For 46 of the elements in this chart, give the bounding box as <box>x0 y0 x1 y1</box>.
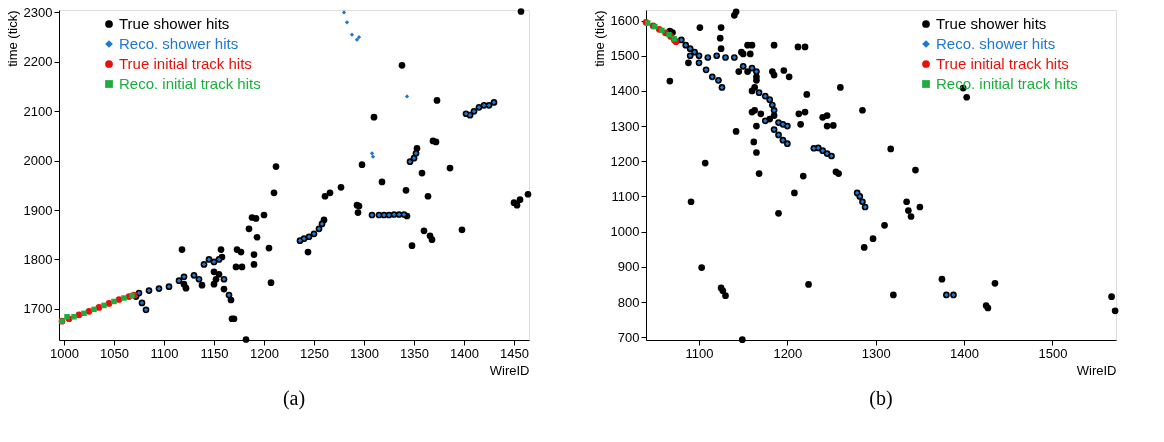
x-axis-title: WireID <box>1076 362 1117 378</box>
y-tick-label: 1800 <box>23 251 53 267</box>
y-axis-title: time (tick) <box>591 10 607 67</box>
y-tick-label: 1200 <box>610 153 640 169</box>
y-tick-label: 1500 <box>610 48 640 64</box>
x-tick-label: 1500 <box>1038 345 1068 361</box>
x-tick-label: 1100 <box>685 345 714 361</box>
x-tick-label: 1200 <box>250 345 279 361</box>
legend-label: True shower hits <box>936 15 1047 32</box>
y-tick-label: 2000 <box>23 153 53 169</box>
legend-label: Reco. initial track hits <box>119 75 261 92</box>
y-tick-label: 900 <box>617 259 640 275</box>
legend-label: True initial track hits <box>119 55 252 72</box>
legend-label: Reco. initial track hits <box>936 75 1078 92</box>
y-tick-label: 1400 <box>610 83 640 99</box>
text: (a) <box>282 387 306 410</box>
legend-label: True shower hits <box>119 15 230 32</box>
y-tick-label: 2100 <box>23 103 53 119</box>
x-tick-label: 1400 <box>950 345 980 361</box>
x-tick-label: 1050 <box>100 345 129 361</box>
y-tick-label: 2200 <box>23 54 53 70</box>
y-tick-label: 1600 <box>610 13 640 29</box>
y-axis-title: time (tick) <box>4 10 20 67</box>
x-tick-label: 1450 <box>500 345 529 361</box>
y-tick-label: 1100 <box>611 188 640 204</box>
x-tick-label: 1200 <box>773 345 803 361</box>
x-tick-label: 1250 <box>300 345 329 361</box>
x-axis-title: WireID <box>489 362 530 378</box>
x-tick-label: 1400 <box>450 345 479 361</box>
y-tick-label: 1900 <box>23 202 53 218</box>
y-tick-label: 1700 <box>23 301 53 317</box>
x-tick-label: 1150 <box>200 345 229 361</box>
y-tick-label: 2300 <box>23 4 53 20</box>
x-tick-label: 1100 <box>150 345 179 361</box>
x-tick-label: 1300 <box>350 345 379 361</box>
legend-label: Reco. shower hits <box>119 35 239 52</box>
y-tick-label: 1300 <box>610 118 640 134</box>
y-tick-label: 1000 <box>610 224 640 240</box>
y-tick-label: 700 <box>617 329 640 345</box>
y-tick-label: 800 <box>617 294 640 310</box>
text: (b) <box>869 387 893 410</box>
legend-label: Reco. shower hits <box>936 35 1056 52</box>
x-tick-label: 1350 <box>400 345 429 361</box>
x-tick-label: 1000 <box>50 345 79 361</box>
legend-label: True initial track hits <box>936 55 1069 72</box>
x-tick-label: 1300 <box>861 345 891 361</box>
